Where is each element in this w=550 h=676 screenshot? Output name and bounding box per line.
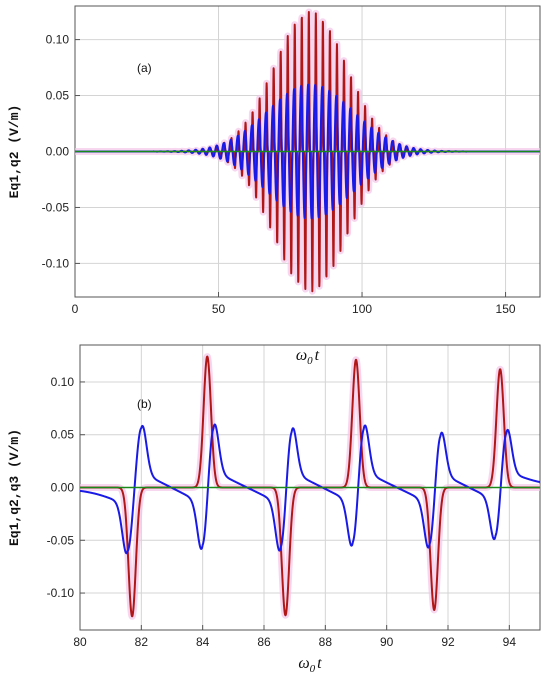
x-tick-label: 92 [441, 635, 455, 649]
x-axis-label-tail: t [315, 347, 320, 364]
panel-label: (b) [137, 397, 152, 411]
x-tick-label: 80 [73, 635, 87, 649]
y-tick-label: 0.05 [51, 428, 75, 442]
plot-area [75, 8, 540, 295]
y-tick-label: 0.00 [51, 481, 75, 495]
x-tick-label: 86 [257, 635, 271, 649]
y-tick-label: 0.10 [46, 33, 70, 47]
x-tick-label: 150 [496, 302, 516, 316]
x-axis-label-sub: 0 [310, 663, 316, 675]
x-tick-label: 0 [72, 302, 79, 316]
x-axis-label-main: ω [296, 347, 307, 364]
x-tick-label: 82 [135, 635, 149, 649]
y-tick-label: -0.05 [42, 200, 70, 214]
x-axis-label-tail: t [317, 655, 322, 672]
panel-label: (a) [137, 61, 152, 75]
panel-b-chart: 80 82 84 86 88 90 92 94-0.10-0.050.000.050.10ω0… [7, 344, 541, 675]
plot-area [80, 353, 540, 620]
x-axis-label-main: ω [298, 655, 309, 672]
x-tick-label: 84 [196, 635, 210, 649]
x-tick-label: 100 [352, 302, 372, 316]
x-tick-label: 50 [212, 302, 226, 316]
x-tick-label: 90 [380, 635, 394, 649]
y-tick-label: -0.10 [42, 256, 70, 270]
y-axis-label: Eq1,q2 (V/m) [7, 105, 22, 199]
series-line-2 [80, 423, 540, 555]
x-axis-label-sub: 0 [307, 355, 313, 367]
x-axis-label: ω0 t [296, 347, 320, 367]
y-tick-label: 0.10 [51, 375, 75, 389]
x-tick-label: 88 [319, 635, 333, 649]
y-tick-label: 0.05 [46, 89, 70, 103]
y-axis-label: Eq1,q2,q3 (V/m) [7, 429, 22, 546]
y-tick-label: 0.00 [46, 145, 70, 159]
y-tick-label: -0.05 [47, 533, 75, 547]
series-highlight [80, 353, 540, 620]
x-tick-label: 94 [503, 635, 517, 649]
x-axis-label: ω0 t [298, 655, 322, 675]
y-tick-label: -0.10 [47, 586, 75, 600]
